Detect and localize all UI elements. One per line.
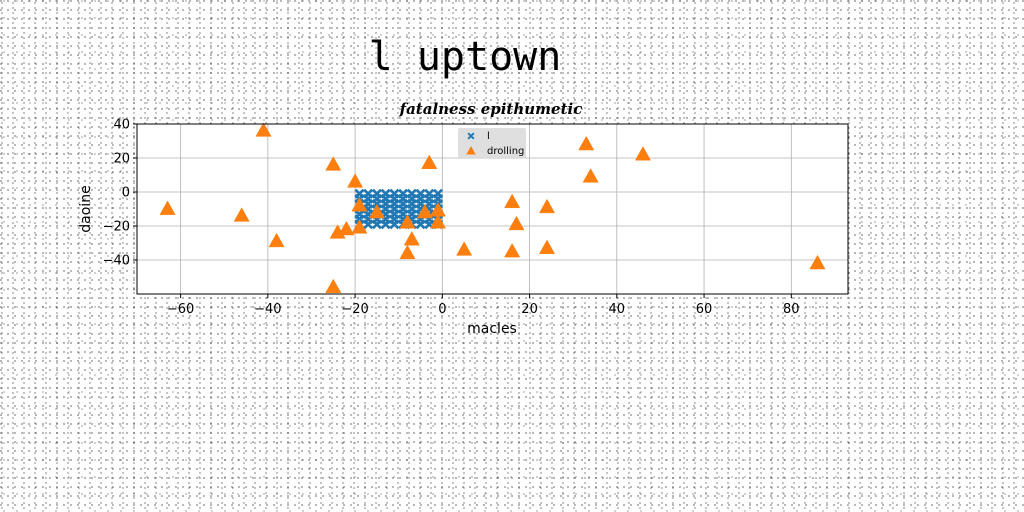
x-tick-label: 60 — [696, 302, 713, 317]
point-drolling — [325, 156, 342, 171]
figure-title: l uptown — [368, 34, 562, 80]
point-l — [415, 219, 426, 230]
point-drolling — [368, 203, 385, 219]
legend-swatch-drolling — [466, 146, 476, 155]
legend-box — [458, 128, 526, 158]
point-drolling — [159, 200, 176, 215]
x-tick-label: 20 — [521, 302, 538, 317]
point-drolling — [416, 203, 433, 219]
legend-label-drolling: drolling — [487, 146, 524, 157]
legend: l drolling — [458, 128, 526, 158]
point-drolling — [325, 278, 342, 294]
point-drolling — [421, 154, 438, 169]
x-tick-label: 80 — [783, 302, 800, 317]
point-drolling — [538, 239, 556, 254]
legend-marker-drolling — [466, 146, 476, 155]
legend-marker-l — [467, 132, 475, 140]
point-drolling — [634, 146, 652, 161]
x-tick-label: −20 — [341, 302, 368, 317]
point-l — [371, 219, 382, 230]
point-l — [380, 219, 391, 230]
point-drolling — [508, 215, 525, 231]
y-axis-label: daoine — [78, 185, 94, 232]
point-drolling — [351, 197, 368, 212]
legend-label-l: l — [487, 131, 490, 142]
data-points — [159, 122, 826, 294]
point-drolling — [403, 231, 420, 246]
y-tick-label: −20 — [103, 220, 130, 235]
point-drolling — [268, 232, 285, 248]
plot-frame — [136, 123, 849, 295]
point-drolling — [399, 214, 416, 229]
y-tick-label: 40 — [113, 118, 130, 133]
point-drolling — [233, 207, 250, 222]
point-drolling — [347, 173, 364, 188]
x-tick-label: 0 — [438, 302, 446, 317]
point-l — [389, 219, 400, 230]
x-axis-label: macles — [467, 321, 517, 337]
point-drolling — [255, 122, 272, 137]
point-drolling — [429, 214, 447, 229]
legend-swatch-l — [467, 132, 475, 140]
point-drolling — [456, 241, 473, 256]
point-drolling — [809, 254, 826, 270]
point-drolling — [504, 193, 521, 209]
point-drolling — [582, 168, 599, 183]
x-tick-label: −40 — [254, 302, 281, 317]
x-tick-label: 40 — [609, 302, 626, 317]
point-drolling — [538, 198, 556, 214]
point-l — [363, 219, 374, 230]
point-drolling — [399, 244, 416, 260]
y-tick-label: 0 — [122, 186, 130, 201]
y-tick-label: 20 — [113, 152, 130, 167]
chart-title: fatalness epithumetic — [399, 100, 583, 118]
point-drolling — [578, 135, 595, 151]
axis-ticks: −60 −40 −20 0 20 40 60 80 −40 −20 0 20 40 — [103, 118, 800, 318]
point-drolling — [338, 220, 355, 236]
y-tick-label: −40 — [103, 254, 130, 269]
point-drolling — [504, 242, 521, 258]
point-drolling — [351, 219, 368, 234]
x-tick-label: −60 — [167, 302, 194, 317]
